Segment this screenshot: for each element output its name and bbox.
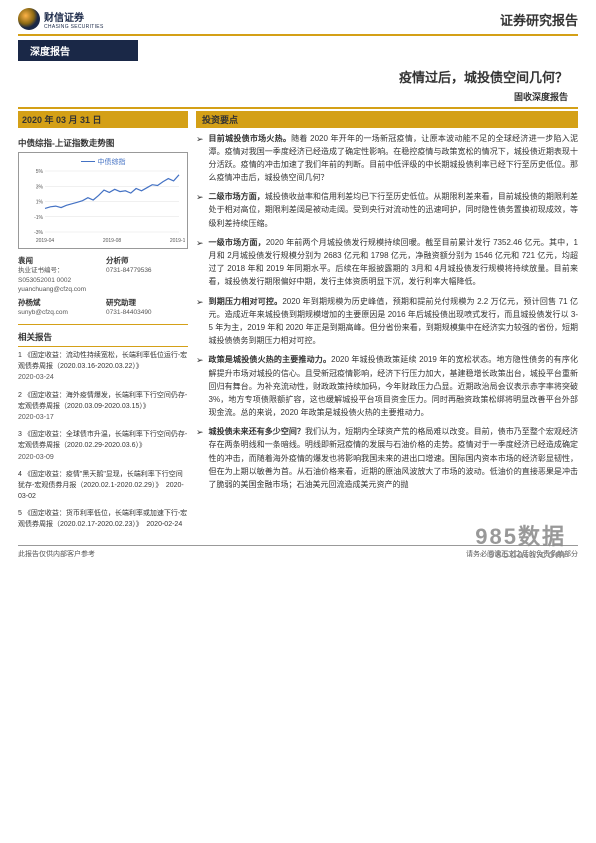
analyst-email: yuanchuang@cfzq.com — [18, 285, 100, 295]
related-item: 1 《固定收益：流动性持续宽松，长端利率低位运行-宏观债券周报（2020.03.… — [18, 350, 188, 384]
logo-icon — [18, 8, 40, 30]
bullet-item: ➢一级市场方面，2020 年前两个月城投债发行规模持续回暖。截至目前累计发行 7… — [196, 236, 578, 289]
page-title: 疫情过后，城投债空间几何？ — [18, 67, 578, 86]
svg-text:2019-04: 2019-04 — [36, 238, 55, 244]
related-item: 4 《固定收益：疫情"黑天鹅"显现，长端利率下行空间犹存-宏观债券月报（2020… — [18, 469, 188, 503]
analyst-name: 孙杨斌 — [18, 297, 100, 308]
divider — [18, 324, 188, 325]
svg-text:-1%: -1% — [34, 214, 43, 220]
bullet-item: ➢二级市场方面，城投债收益率和信用利差均已下行至历史低位。从期限利差来看，目前城… — [196, 190, 578, 230]
divider — [18, 107, 578, 109]
footer-left: 此报告仅供内部客户参考 — [18, 549, 95, 559]
logo-en: CHASING SECURITIES — [44, 24, 104, 30]
analyst-phone: 0731-84403490 — [106, 308, 188, 318]
chart-legend: 中债综指 — [21, 155, 185, 169]
divider — [18, 34, 578, 36]
analyst-phone: 0731-84779536 — [106, 266, 188, 276]
logo: 财信证券 CHASING SECURITIES — [18, 8, 104, 30]
watermark: 985数据 985data.com — [475, 519, 566, 561]
divider — [18, 346, 188, 347]
svg-text:-3%: -3% — [34, 230, 43, 236]
bullet-item: ➢目前城投债市场火热。随着 2020 年开年的一场新冠疫情，让原本波动能不足的全… — [196, 132, 578, 185]
analyst-id: 执业证书编号：S053052001 0002 — [18, 266, 100, 286]
chart-heading: 中债综指-上证指数走势图 — [18, 134, 188, 149]
logo-cn: 财信证券 — [44, 9, 104, 24]
svg-text:3%: 3% — [36, 184, 44, 190]
related-heading: 相关报告 — [18, 328, 188, 343]
analyst-title: 研究助理 — [106, 297, 188, 308]
page-subtitle: 固收深度报告 — [18, 90, 578, 103]
svg-text:2019-12: 2019-12 — [170, 238, 185, 244]
date-bar: 2020 年 03 月 31 日 — [18, 111, 188, 128]
investment-bullets: ➢目前城投债市场火热。随着 2020 年开年的一场新冠疫情，让原本波动能不足的全… — [196, 132, 578, 492]
bullet-item: ➢到期压力相对可控。2020 年到期规模为历史峰值，预期和提前兑付规模为 2.2… — [196, 295, 578, 348]
analyst-name: 袁闯 — [18, 255, 100, 266]
svg-text:5%: 5% — [36, 169, 44, 175]
analyst-email: sunyb@cfzq.com — [18, 308, 100, 318]
bullet-item: ➢政策是城投债火热的主要推动力。2020 年城投债政策延续 2019 年的宽松状… — [196, 353, 578, 419]
chart-svg: -3% -1% 1% 3% 5% 2019-04 2019-08 2019-12 — [21, 169, 185, 244]
investment-heading: 投资要点 — [196, 111, 578, 128]
related-item: 5 《固定收益：货币利率低位，长端利率或加速下行-宏观债券周报（2020.02.… — [18, 508, 188, 530]
related-list: 1 《固定收益：流动性持续宽松，长端利率低位运行-宏观债券周报（2020.03.… — [18, 350, 188, 531]
bullet-item: ➢城投债未来还有多少空间？我们认为，短期内全球资产荒的格局难以改变。目前，债市乃… — [196, 425, 578, 491]
svg-text:1%: 1% — [36, 199, 44, 205]
watermark-sub: 985data.com — [475, 549, 566, 561]
chart: 中债综指 -3% -1% 1% 3% 5% 2019-04 2019-08 2019-12 — [18, 152, 188, 249]
category-banner: 深度报告 — [18, 40, 138, 61]
analysts-block: 袁闯 执业证书编号：S053052001 0002 yuanchuang@cfz… — [18, 255, 188, 319]
watermark-main: 985数据 — [475, 524, 566, 549]
related-item: 2 《固定收益：海外疫情爆发，长端利率下行空间仍存-宏观债券周报（2020.03… — [18, 390, 188, 424]
svg-text:2019-08: 2019-08 — [103, 238, 122, 244]
related-item: 3 《固定收益：全球债市升温，长端利率下行空间仍存-宏观债券周报（2020.02… — [18, 429, 188, 463]
analyst-title: 分析师 — [106, 255, 188, 266]
document-type: 证券研究报告 — [500, 10, 578, 29]
